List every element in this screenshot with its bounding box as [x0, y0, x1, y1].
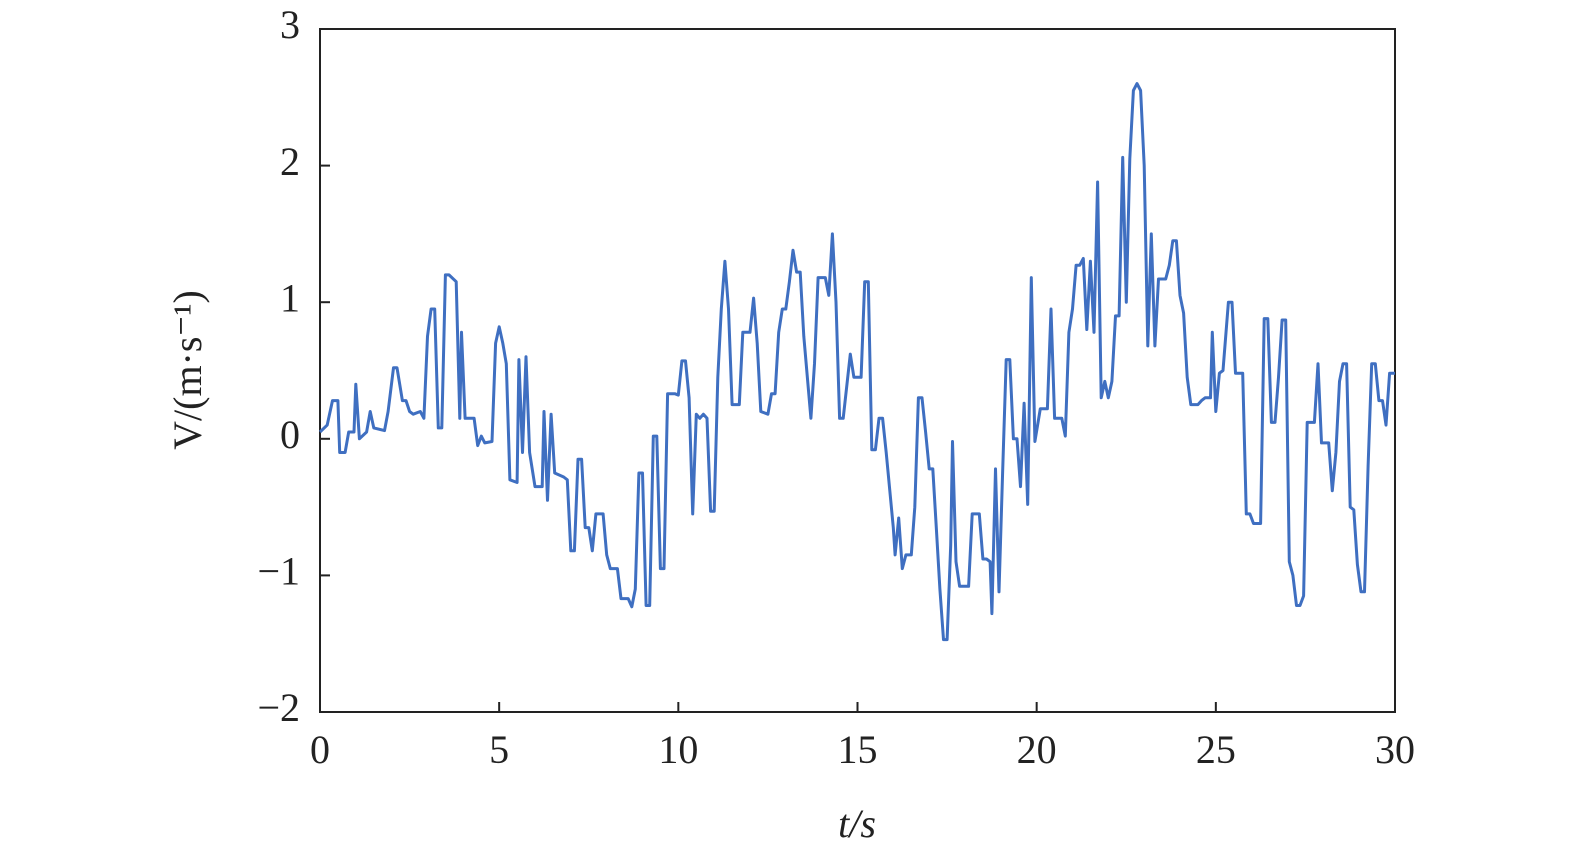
x-tick-label: 30: [1375, 727, 1415, 772]
data-line: [318, 82, 1395, 642]
y-tick-label: −2: [257, 685, 300, 730]
x-tick-label: 0: [310, 727, 330, 772]
x-tick-label: 25: [1196, 727, 1236, 772]
y-tick-label: 0: [280, 412, 300, 457]
y-axis-label: V/(m·s⁻¹): [165, 290, 210, 450]
x-tick-label: 20: [1017, 727, 1057, 772]
x-tick-label: 15: [838, 727, 878, 772]
y-tick-label: 2: [280, 139, 300, 184]
x-tick-label: 10: [658, 727, 698, 772]
y-tick-label: −1: [257, 549, 300, 594]
x-axis-label: t/s: [838, 801, 876, 846]
x-tick-label: 5: [489, 727, 509, 772]
plot-frame: [319, 28, 1396, 713]
y-tick-label: 3: [280, 2, 300, 47]
y-tick-label: 1: [280, 275, 300, 320]
